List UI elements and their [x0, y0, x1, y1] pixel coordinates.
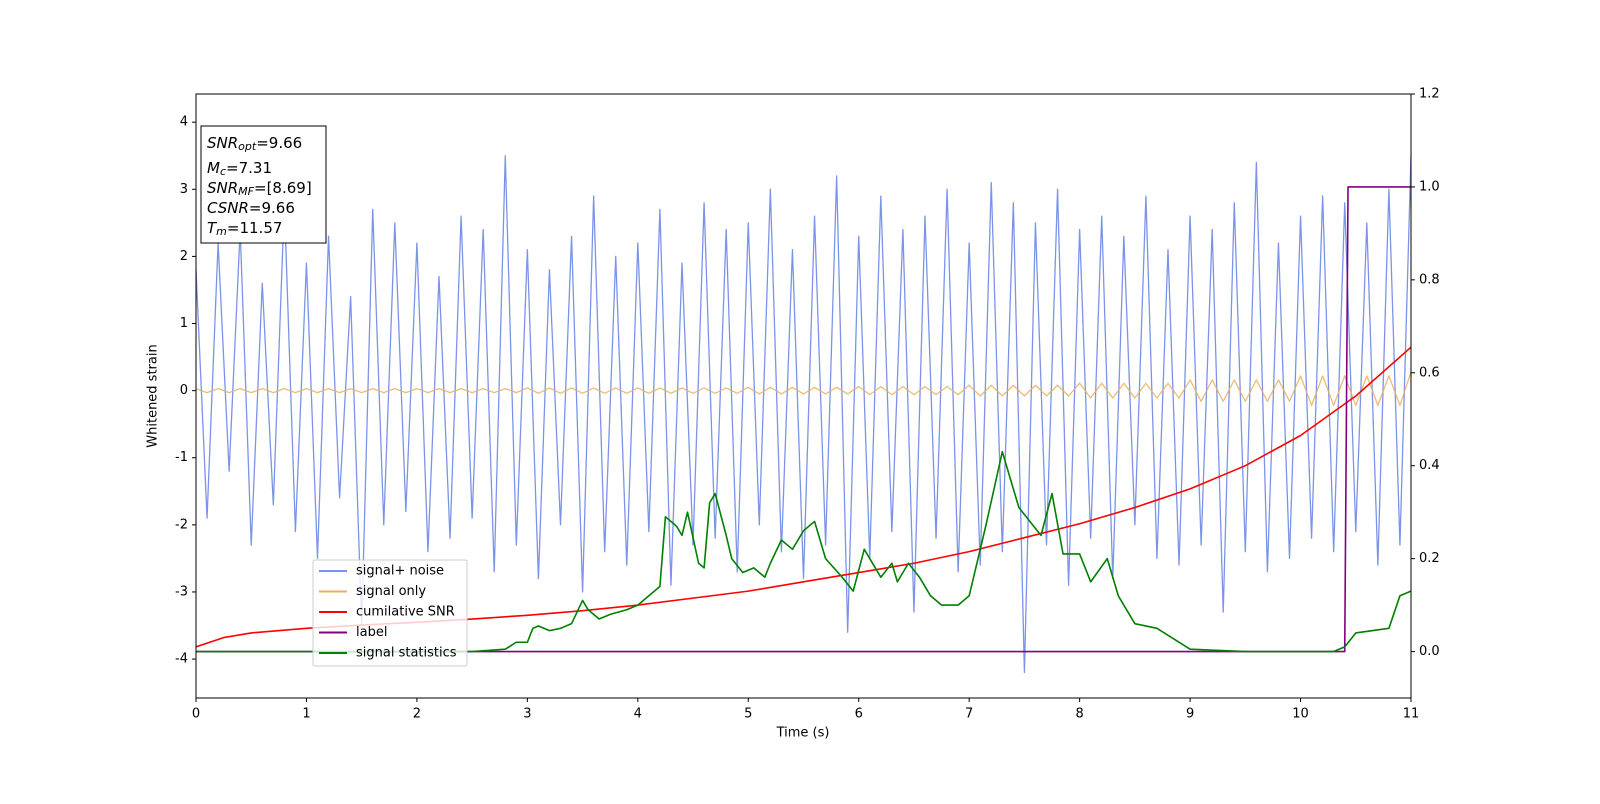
y2-tick-label: 0.2 — [1419, 551, 1440, 566]
x-tick-label: 10 — [1292, 707, 1309, 722]
x-tick-label: 9 — [1186, 707, 1194, 722]
annotation-subscript: MF — [238, 185, 254, 198]
annotation-subscript: m — [216, 225, 227, 238]
x-tick-label: 1 — [302, 707, 310, 722]
y2-tick-label: 0.4 — [1419, 458, 1440, 473]
x-tick-label: 4 — [634, 707, 642, 722]
annotation-value: =11.57 — [227, 219, 283, 237]
y-tick-label: -3 — [175, 584, 188, 599]
annotation-symbol: SNR — [207, 179, 238, 197]
axes-frame — [195, 93, 1412, 699]
annotation-value: =9.66 — [249, 199, 295, 217]
y2-tick-label: 1.2 — [1419, 87, 1440, 102]
x-tick-label: 2 — [413, 707, 421, 722]
y-tick-label: 3 — [180, 182, 188, 197]
x-tick-label: 11 — [1403, 707, 1420, 722]
y-tick-label: 4 — [180, 115, 188, 130]
annotation-value: =[8.69] — [254, 179, 312, 197]
legend-label: signal statistics — [356, 646, 457, 661]
y-tick-label: -2 — [175, 517, 188, 532]
legend: signal+ noise signal only cumilative SNR la… — [312, 559, 468, 667]
y-tick-label: -1 — [175, 450, 188, 465]
legend-frame — [312, 559, 468, 667]
y2-tick-label: 1.0 — [1419, 179, 1440, 194]
x-tick-label: 3 — [523, 707, 531, 722]
x-tick-label: 5 — [744, 707, 752, 722]
annotation-subscript: c — [220, 165, 226, 178]
y-axis-label: Whitened strain — [146, 344, 161, 447]
x-tick-label: 6 — [855, 707, 863, 722]
x-tick-label: 7 — [965, 707, 973, 722]
annotation-symbol: M — [207, 159, 220, 177]
series-line — [196, 186, 1411, 653]
annotation-value: =9.66 — [256, 134, 302, 152]
annotation-line: Mc=7.31 — [207, 159, 272, 179]
y2-tick-label: 0.6 — [1419, 365, 1440, 380]
legend-label: signal only — [356, 584, 426, 599]
series-line — [196, 155, 1411, 674]
y-tick-label: 1 — [180, 316, 188, 331]
y2-tick-label: 0.0 — [1419, 644, 1440, 659]
legend-label: label — [356, 625, 387, 640]
annotation-box: SNRopt=9.66Mc=7.31SNRMF=[8.69]CSNR=9.66T… — [200, 125, 327, 244]
legend-label: signal+ noise — [356, 564, 444, 579]
series-line — [196, 450, 1411, 653]
annotation-frame — [200, 125, 327, 244]
annotation-line: CSNR=9.66 — [207, 199, 295, 217]
annotation-symbol: CSNR — [207, 199, 249, 217]
annotation-symbol: T — [207, 219, 218, 237]
x-axis-label: Time (s) — [776, 726, 830, 741]
series-line — [196, 371, 1411, 407]
annotation-line: Tm=11.57 — [207, 219, 282, 239]
y2-tick-label: 0.8 — [1419, 272, 1440, 287]
y-tick-label: 2 — [180, 249, 188, 264]
annotation-value: =7.31 — [226, 159, 272, 177]
annotation-symbol: SNR — [207, 134, 238, 152]
y-tick-label: 0 — [180, 383, 188, 398]
annotation-line: SNRMF=[8.69] — [207, 179, 312, 199]
annotation-subscript: opt — [238, 140, 257, 153]
legend-label: cumilative SNR — [356, 605, 455, 620]
x-tick-label: 8 — [1075, 707, 1083, 722]
x-tick-label: 0 — [192, 707, 200, 722]
y-tick-label: -4 — [175, 652, 188, 667]
annotation-line: SNRopt=9.66 — [207, 134, 302, 154]
